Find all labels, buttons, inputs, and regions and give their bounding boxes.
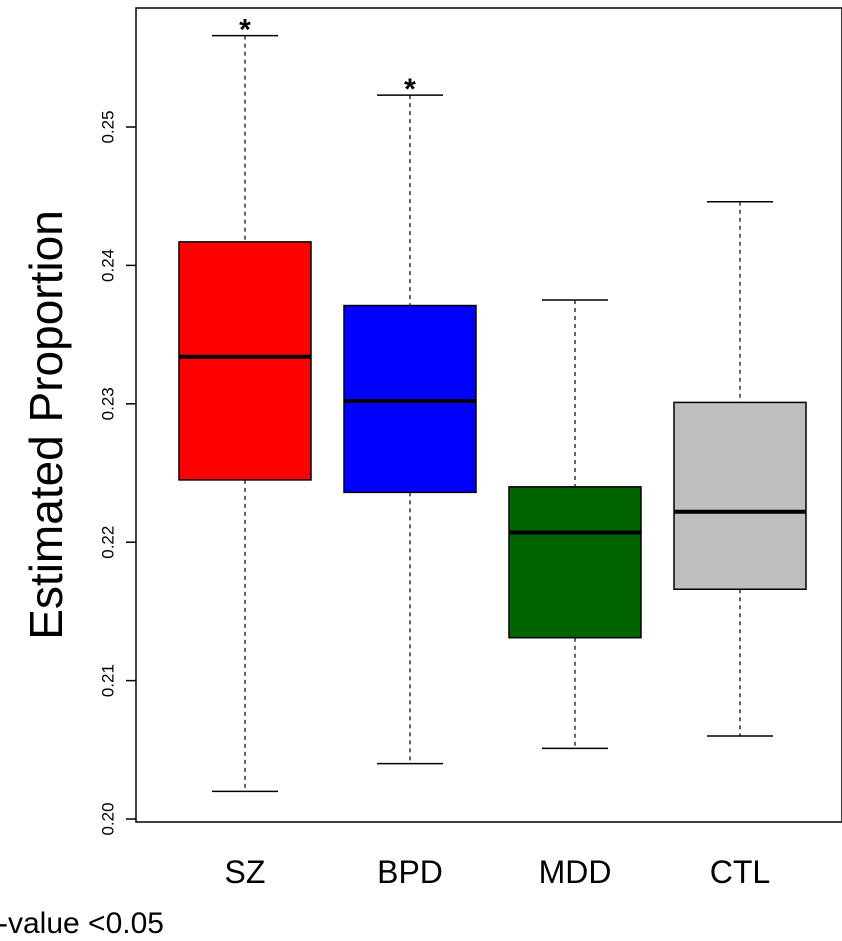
- x-category-label: SZ: [225, 854, 266, 890]
- x-category-label: CTL: [710, 854, 770, 890]
- x-axis-labels: SZ BPD MDD CTL: [225, 854, 771, 890]
- y-tick-label: 0.24: [98, 249, 117, 282]
- y-tick-label: 0.23: [98, 387, 117, 420]
- plot-area-frame: [135, 7, 842, 823]
- x-category-label: BPD: [377, 854, 443, 890]
- y-tick-label: 0.22: [98, 526, 117, 559]
- box-bpd: *: [343, 73, 477, 765]
- y-axis: 0.20 0.21 0.22 0.23 0.24 0.25: [98, 110, 136, 836]
- significance-star: *: [239, 14, 251, 47]
- iqr-box: [178, 241, 312, 481]
- box-ctl: [673, 200, 807, 737]
- iqr-box: [343, 304, 477, 494]
- box-series: **: [178, 14, 807, 793]
- box-mdd: [508, 299, 642, 750]
- iqr-box: [508, 486, 642, 639]
- y-axis-title: Estimated Proportion: [20, 210, 72, 640]
- x-category-label: MDD: [539, 854, 612, 890]
- y-tick-label: 0.20: [98, 802, 117, 835]
- significance-star: *: [404, 73, 416, 106]
- iqr-box: [673, 401, 807, 591]
- box-sz: *: [178, 14, 312, 793]
- y-tick-label: 0.25: [98, 110, 117, 143]
- y-tick-label: 0.21: [98, 664, 117, 697]
- footnote-text: P-value <0.05: [0, 907, 164, 940]
